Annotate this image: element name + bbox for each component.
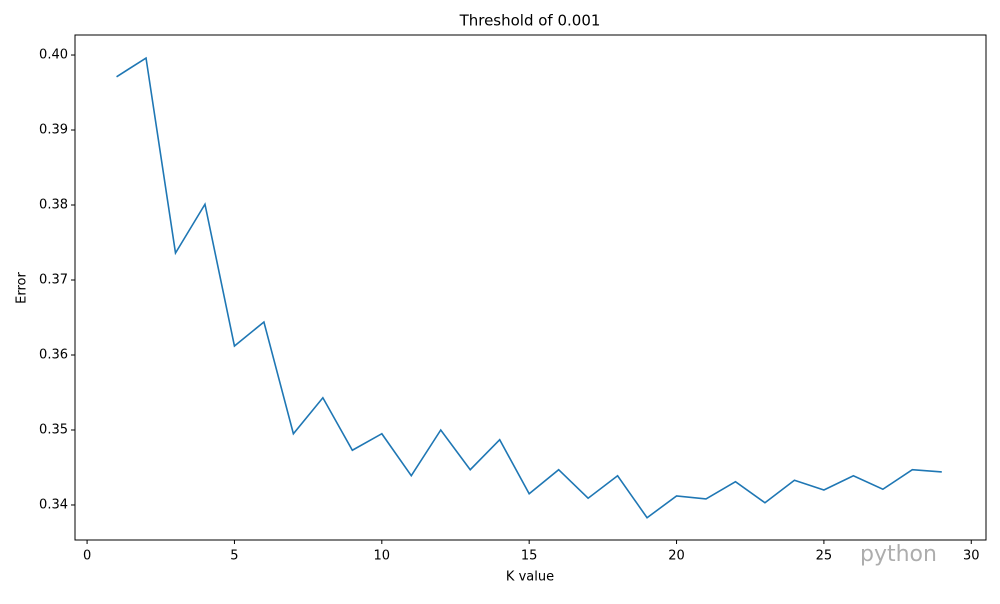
y-tick-label: 0.40	[39, 48, 68, 63]
chart-title: Threshold of 0.001	[459, 12, 601, 30]
x-tick-label: 30	[963, 549, 980, 564]
y-tick-label: 0.36	[39, 347, 68, 362]
y-axis-label: Error	[15, 272, 30, 304]
x-axis-label: K value	[506, 570, 554, 585]
x-tick-label: 5	[230, 549, 238, 564]
data-line	[116, 56, 942, 519]
watermark: python	[860, 542, 937, 567]
x-tick-label: 25	[816, 549, 833, 564]
y-tick-label: 0.35	[39, 422, 68, 437]
y-tick-label: 0.34	[39, 497, 68, 512]
y-tick-label: 0.39	[39, 123, 68, 138]
y-tick-label: 0.37	[39, 273, 68, 288]
x-tick-label: 20	[668, 549, 685, 564]
x-tick-label: 0	[83, 549, 91, 564]
plot-frame	[74, 34, 987, 541]
x-tick-label: 10	[374, 549, 391, 564]
y-tick-label: 0.38	[39, 198, 68, 213]
x-tick-label: 15	[521, 549, 538, 564]
